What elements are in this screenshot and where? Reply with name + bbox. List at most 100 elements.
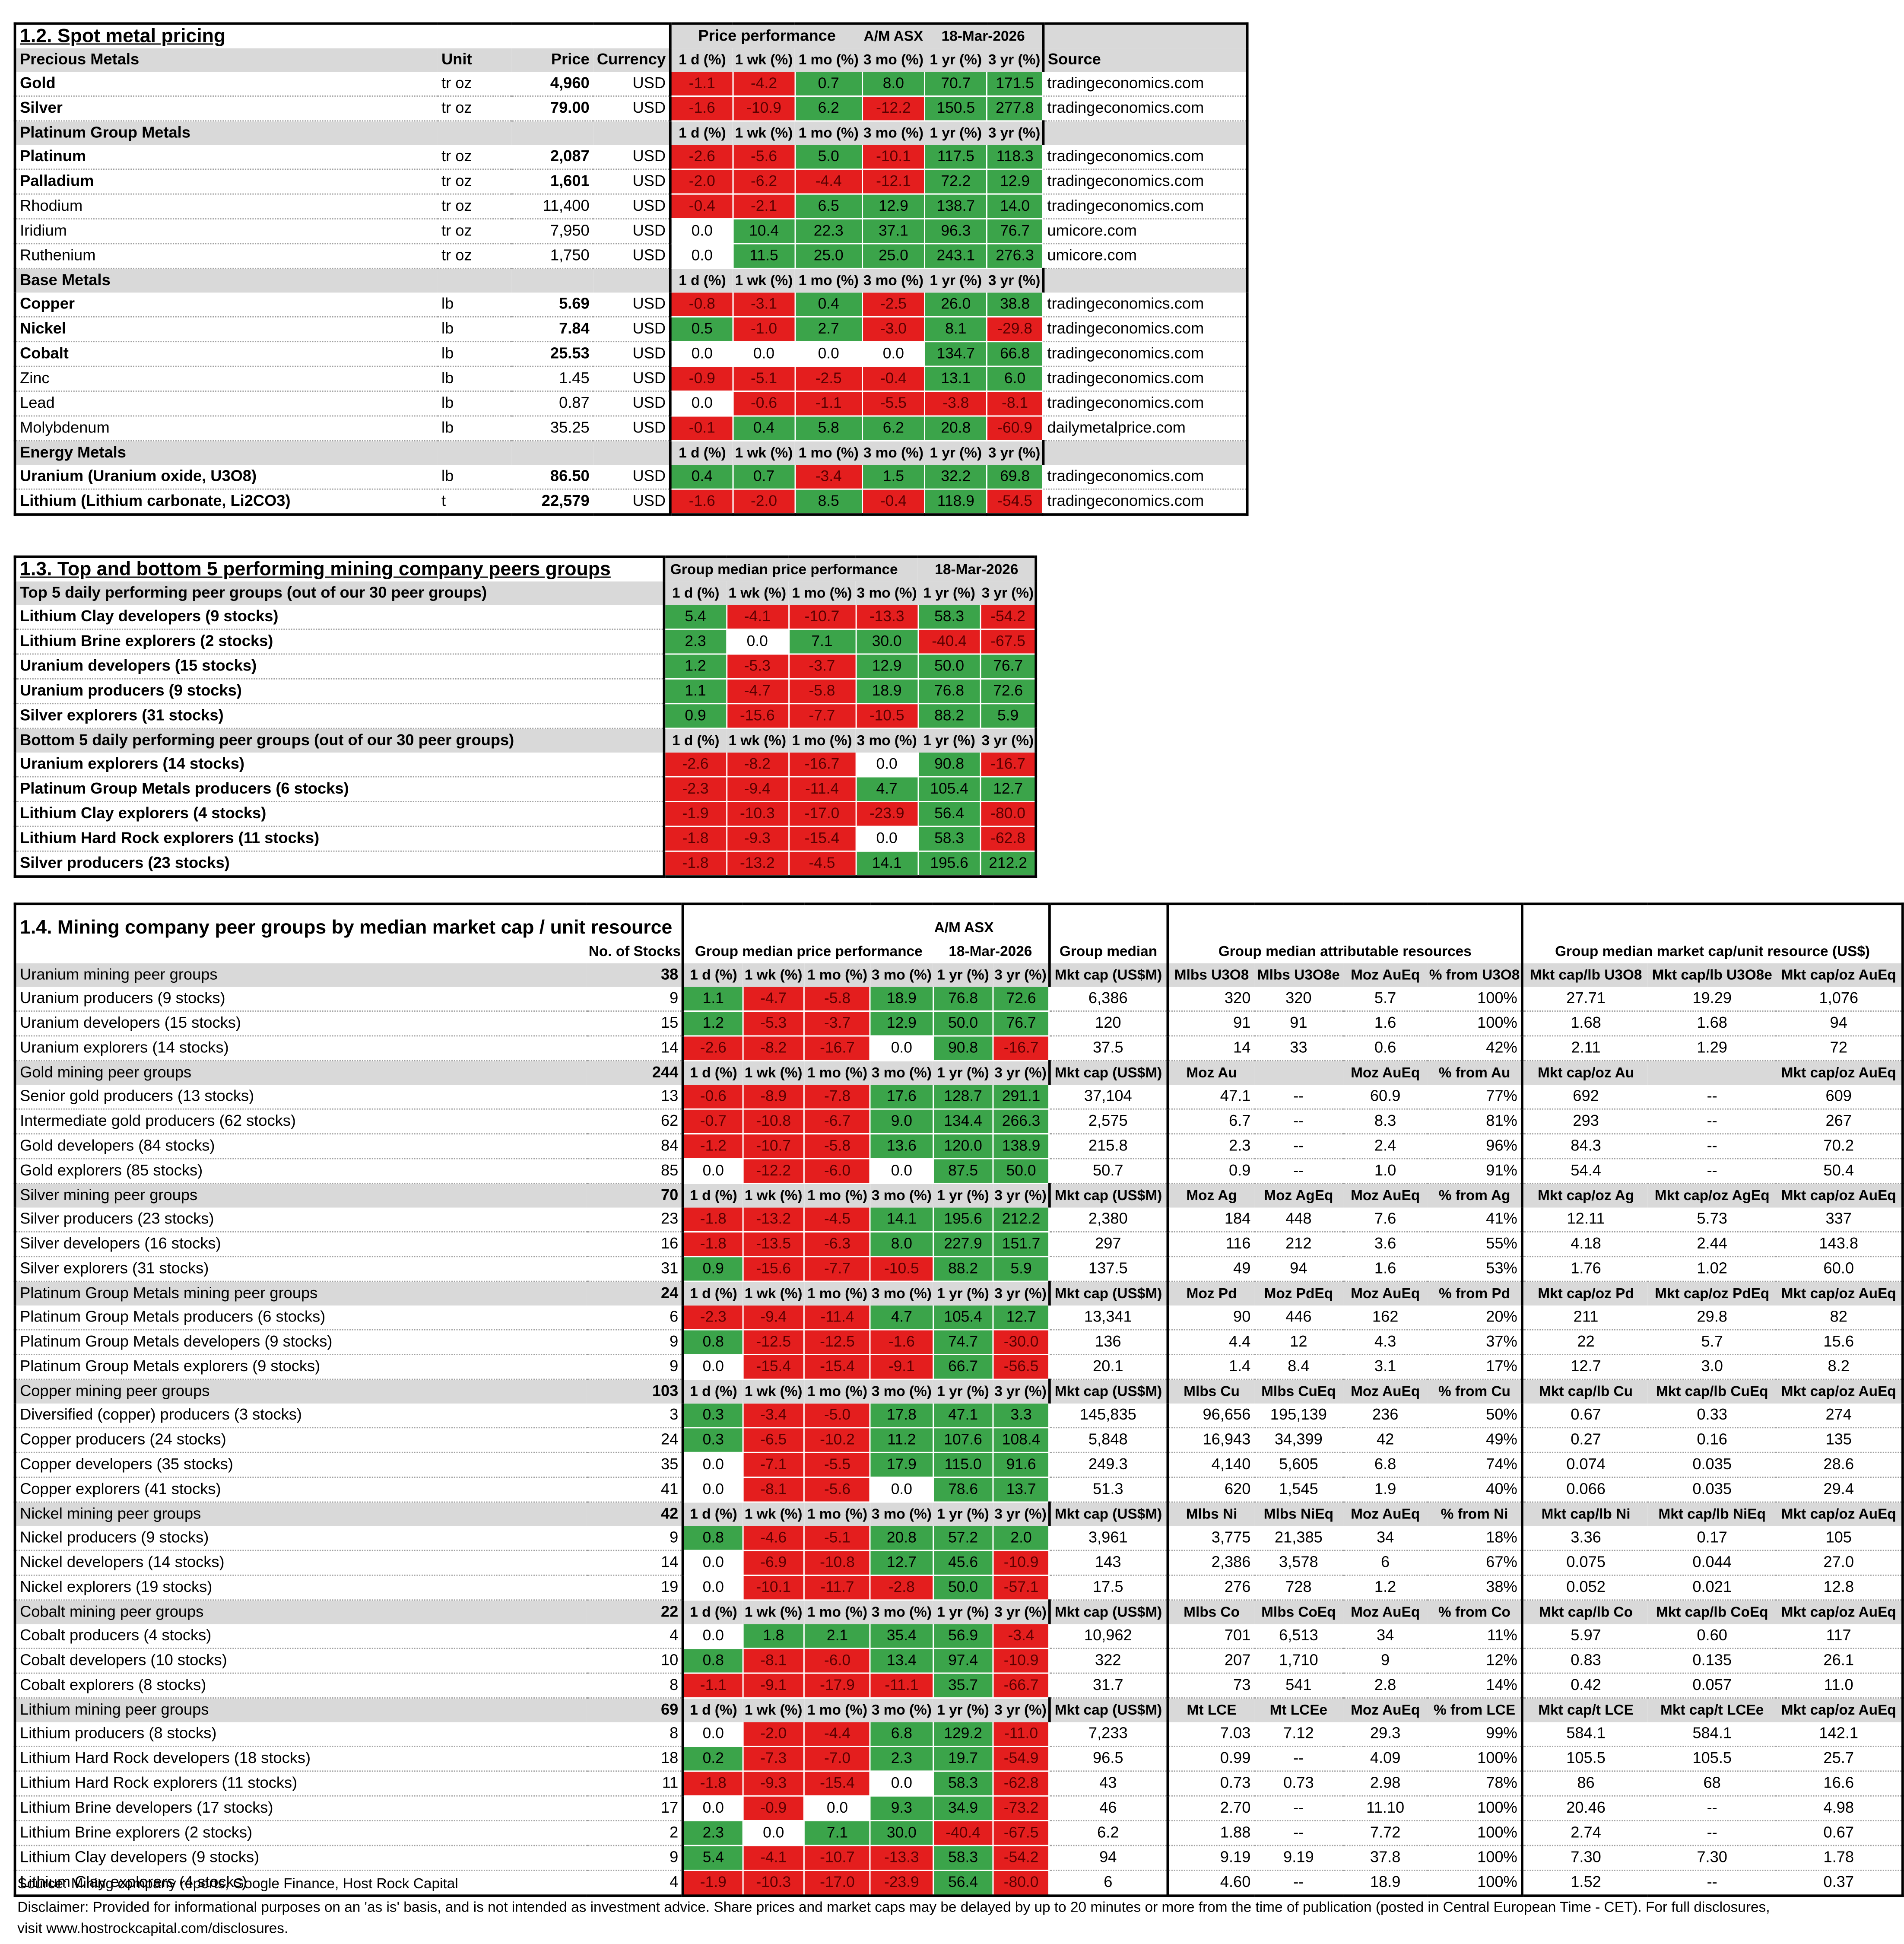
metal-source[interactable]: tradingeconomics.com: [1043, 194, 1247, 219]
perf-cell: 17.9: [870, 1452, 934, 1478]
metal-currency: USD: [593, 72, 671, 97]
metal-source[interactable]: tradingeconomics.com: [1043, 465, 1247, 490]
metal-source[interactable]: tradingeconomics.com: [1043, 341, 1247, 367]
resource-value: 17%: [1428, 1354, 1523, 1380]
perf-cell: -2.3: [663, 777, 727, 802]
resource-value: 9: [1342, 1648, 1428, 1674]
perf-header: 1 mo (%): [807, 1286, 868, 1302]
metal-name: Molybdenum: [15, 416, 438, 442]
metric-header: Mkt cap (US$M): [1054, 1604, 1162, 1621]
perf-header: 1 mo (%): [807, 1702, 868, 1718]
perf-cell: -5.8: [804, 1134, 871, 1159]
peer-group-name: Lithium Hard Rock explorers (11 stocks): [15, 1771, 587, 1797]
metric-header: Mkt cap (US$M): [1054, 1188, 1162, 1204]
perf-cell: -56.5: [993, 1354, 1050, 1380]
metric-header: Mkt cap/oz AgEq: [1654, 1188, 1770, 1204]
cap-per-unit-value: 22: [1521, 1330, 1648, 1355]
perf-cell: 0.0: [682, 1796, 743, 1822]
metric-header: Mkt cap (US$M): [1054, 1702, 1162, 1718]
peer-group-name: Platinum Group Metals producers (6 stock…: [15, 777, 664, 802]
perf-cell: -7.8: [804, 1085, 871, 1110]
metal-source[interactable]: tradingeconomics.com: [1043, 292, 1247, 318]
resource-value: 236: [1342, 1403, 1428, 1429]
resource-value: 1,710: [1254, 1648, 1343, 1674]
perf-cell: 12.9: [870, 1011, 934, 1037]
footer-disclosures-link[interactable]: visit www.hostrockcapital.com/disclosure…: [17, 1920, 289, 1937]
resource-value: 11%: [1428, 1624, 1523, 1649]
perf-cell: 76.8: [933, 987, 994, 1012]
perf-cell: 0.3: [682, 1427, 743, 1453]
section-title: 1.4. Mining company peer groups by media…: [20, 917, 673, 939]
perf-header: 3 mo (%): [871, 967, 932, 983]
metric-header: Moz AuEq: [1351, 1188, 1420, 1204]
peer-group-row: Lithium Brine explorers (2 stocks) 2.3 0.0…: [15, 629, 1037, 655]
perf-cell: -7.7: [804, 1256, 871, 1282]
perf-cell: 120.0: [933, 1134, 994, 1159]
perf-cell: 0.0: [726, 629, 789, 655]
peer-group-name: Silver developers (16 stocks): [15, 1232, 587, 1258]
resource-value: 100%: [1428, 1820, 1523, 1846]
perf-cell: -2.1: [733, 194, 796, 219]
peer-group-name: Lithium Clay explorers (4 stocks): [15, 1870, 587, 1896]
cap-per-unit-value: 1.52: [1521, 1870, 1648, 1896]
market-cap: 20.1: [1049, 1354, 1168, 1380]
resource-value: 6.8: [1342, 1452, 1428, 1478]
metal-source[interactable]: umicore.com: [1043, 219, 1247, 245]
metal-name: Copper: [15, 292, 438, 318]
metric-header: Moz AuEq: [1351, 1065, 1420, 1081]
peer-group-row: Platinum Group Metals producers (6 stock…: [15, 1306, 1903, 1331]
perf-cell: 74.7: [933, 1330, 994, 1355]
perf-cell: -13.5: [743, 1232, 805, 1258]
perf-cell: -2.6: [682, 1036, 743, 1061]
cap-per-unit-value: 8.2: [1776, 1354, 1903, 1380]
metal-source[interactable]: dailymetalprice.com: [1043, 416, 1247, 442]
metal-price: 35.25: [511, 416, 593, 442]
perf-cell: -15.4: [788, 826, 857, 852]
metal-source[interactable]: tradingeconomics.com: [1043, 145, 1247, 170]
metal-source[interactable]: tradingeconomics.com: [1043, 96, 1247, 122]
metric-header: Mkt cap/lb NiEq: [1658, 1506, 1766, 1523]
metric-header: Mt LCEe: [1269, 1702, 1328, 1718]
perf-header: 1 wk (%): [744, 1506, 803, 1523]
market-cap: 137.5: [1049, 1256, 1168, 1282]
perf-cell: -0.8: [669, 292, 734, 318]
perf-cell: -4.2: [733, 72, 796, 97]
perf-cell: -10.3: [743, 1870, 805, 1896]
perf-cell: 1.1: [663, 679, 727, 705]
perf-header: 3 mo (%): [863, 52, 923, 68]
metal-source[interactable]: tradingeconomics.com: [1043, 317, 1247, 343]
market-cap: 43: [1049, 1771, 1168, 1797]
stock-count: 35: [587, 1452, 683, 1478]
perf-cell: -2.8: [870, 1575, 934, 1601]
perf-cell: 276.3: [987, 243, 1044, 269]
cap-per-unit-value: 5.97: [1521, 1624, 1648, 1649]
market-cap: 13,341: [1049, 1306, 1168, 1331]
perf-cell: 56.4: [918, 801, 981, 827]
blank: [511, 268, 593, 292]
resource-value: 8.3: [1342, 1109, 1428, 1135]
perf-cell: 20.8: [924, 416, 988, 442]
perf-cell: -8.1: [987, 391, 1044, 417]
perf-cell: -17.0: [788, 801, 857, 827]
peer-group-header: Platinum Group Metals mining peer groups…: [15, 1281, 1903, 1306]
metal-source[interactable]: tradingeconomics.com: [1043, 489, 1247, 515]
cap-per-unit-value: 86: [1521, 1771, 1648, 1797]
perf-cell: 0.0: [682, 1159, 743, 1184]
perf-cell: 4.7: [855, 777, 919, 802]
resource-value: 1.9: [1342, 1477, 1428, 1503]
perf-cell: 6.0: [987, 366, 1044, 392]
perf-cell: 0.4: [795, 292, 863, 318]
metal-unit: lb: [438, 341, 511, 367]
resource-value: 100%: [1428, 987, 1523, 1012]
metal-source[interactable]: tradingeconomics.com: [1043, 366, 1247, 392]
perf-header: 1 wk (%): [744, 1188, 803, 1204]
resource-value: 94: [1254, 1256, 1343, 1282]
metal-source[interactable]: umicore.com: [1043, 243, 1247, 269]
group-name: Platinum Group Metals: [20, 124, 190, 142]
metal-source[interactable]: tradingeconomics.com: [1043, 169, 1247, 195]
perf-cell: 0.0: [870, 1036, 934, 1061]
metal-source[interactable]: tradingeconomics.com: [1043, 72, 1247, 97]
metal-source[interactable]: tradingeconomics.com: [1043, 391, 1247, 417]
cap-per-unit-value: 27.71: [1521, 987, 1648, 1012]
metal-row: Rhodium tr oz 11,400 USD -0.4 -2.1 6.5 12.9 138.…: [15, 194, 1247, 219]
